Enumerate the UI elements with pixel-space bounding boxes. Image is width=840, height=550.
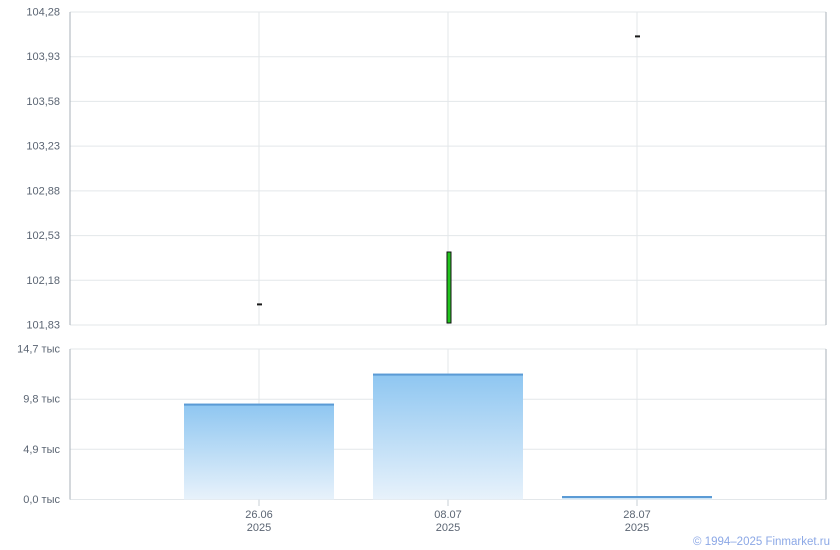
svg-text:26.06: 26.06 bbox=[245, 509, 273, 521]
svg-text:28.07: 28.07 bbox=[623, 509, 651, 521]
svg-text:08.07: 08.07 bbox=[434, 509, 462, 521]
svg-text:103,58: 103,58 bbox=[26, 96, 60, 108]
svg-text:2025: 2025 bbox=[625, 522, 649, 534]
svg-text:101,83: 101,83 bbox=[26, 320, 60, 332]
svg-text:104,28: 104,28 bbox=[26, 7, 60, 19]
svg-text:2025: 2025 bbox=[436, 522, 460, 534]
svg-text:103,23: 103,23 bbox=[26, 141, 60, 153]
svg-text:102,53: 102,53 bbox=[26, 230, 60, 242]
svg-text:102,88: 102,88 bbox=[26, 185, 60, 197]
svg-text:2025: 2025 bbox=[247, 522, 271, 534]
svg-text:9,8 тыс: 9,8 тыс bbox=[23, 394, 60, 406]
svg-text:0,0 тыс: 0,0 тыс bbox=[23, 494, 60, 506]
svg-text:4,9 тыс: 4,9 тыс bbox=[23, 444, 60, 456]
svg-text:© 1994–2025 Finmarket.ru: © 1994–2025 Finmarket.ru bbox=[693, 536, 830, 548]
svg-text:103,93: 103,93 bbox=[26, 51, 60, 63]
svg-text:102,18: 102,18 bbox=[26, 275, 60, 287]
svg-text:14,7 тыс: 14,7 тыс bbox=[17, 344, 60, 356]
